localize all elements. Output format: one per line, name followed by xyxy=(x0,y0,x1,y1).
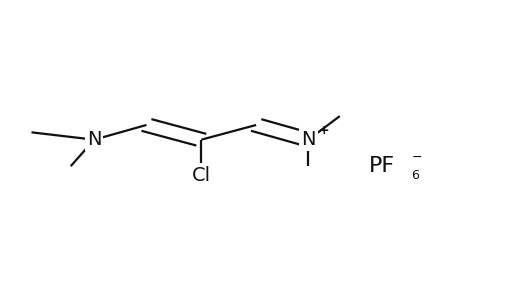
Text: +: + xyxy=(319,124,329,137)
Text: N: N xyxy=(87,130,101,149)
Text: 6: 6 xyxy=(411,169,419,182)
Text: Cl: Cl xyxy=(192,166,211,184)
Text: N: N xyxy=(301,130,316,149)
Text: PF: PF xyxy=(369,156,394,176)
Text: −: − xyxy=(411,151,422,164)
